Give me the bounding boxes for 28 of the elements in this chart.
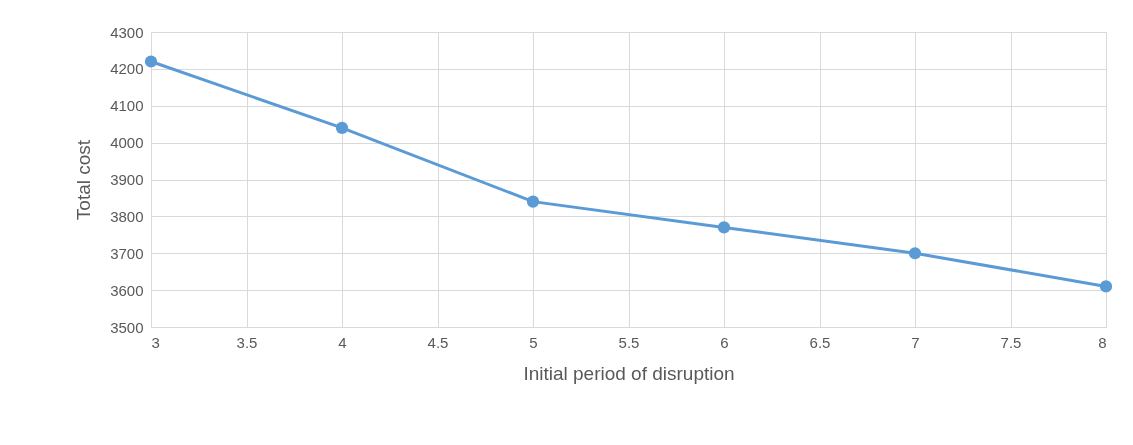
- x-tick-label: 7.5: [1000, 333, 1022, 351]
- y-tick-label: 3600: [110, 281, 144, 299]
- y-tick-label: 4300: [110, 23, 144, 41]
- x-tick-label: 8: [1098, 333, 1107, 351]
- y-tick-label: 4200: [110, 60, 144, 78]
- x-axis-title: Initial period of disruption: [523, 362, 735, 384]
- y-axis-title: Total cost: [73, 139, 95, 221]
- y-tick-label: 4000: [110, 134, 144, 152]
- x-tick-label: 3.5: [236, 333, 258, 351]
- point: [335, 121, 349, 134]
- point: [908, 247, 922, 260]
- point: [526, 195, 540, 208]
- x-tick-label: 7: [911, 333, 920, 351]
- y-tick-label: 3700: [110, 244, 144, 262]
- y-tick-label: 3800: [110, 207, 144, 225]
- y-tick-label: 4100: [110, 97, 144, 115]
- x-tick-label: 6.5: [809, 333, 831, 351]
- x-tick-label: 6: [720, 333, 729, 351]
- y-tick-label: 3900: [110, 171, 144, 188]
- x-tick-label: 4: [338, 333, 347, 351]
- point: [144, 55, 158, 68]
- x-tick-label: 3: [151, 333, 160, 351]
- y-tick-label: 3500: [110, 318, 144, 336]
- x-tick-label: 4.5: [427, 333, 449, 351]
- x-tick-label: 5: [529, 333, 538, 351]
- point: [717, 221, 731, 234]
- x-tick-label: 5.5: [618, 333, 640, 351]
- point: [1099, 280, 1113, 293]
